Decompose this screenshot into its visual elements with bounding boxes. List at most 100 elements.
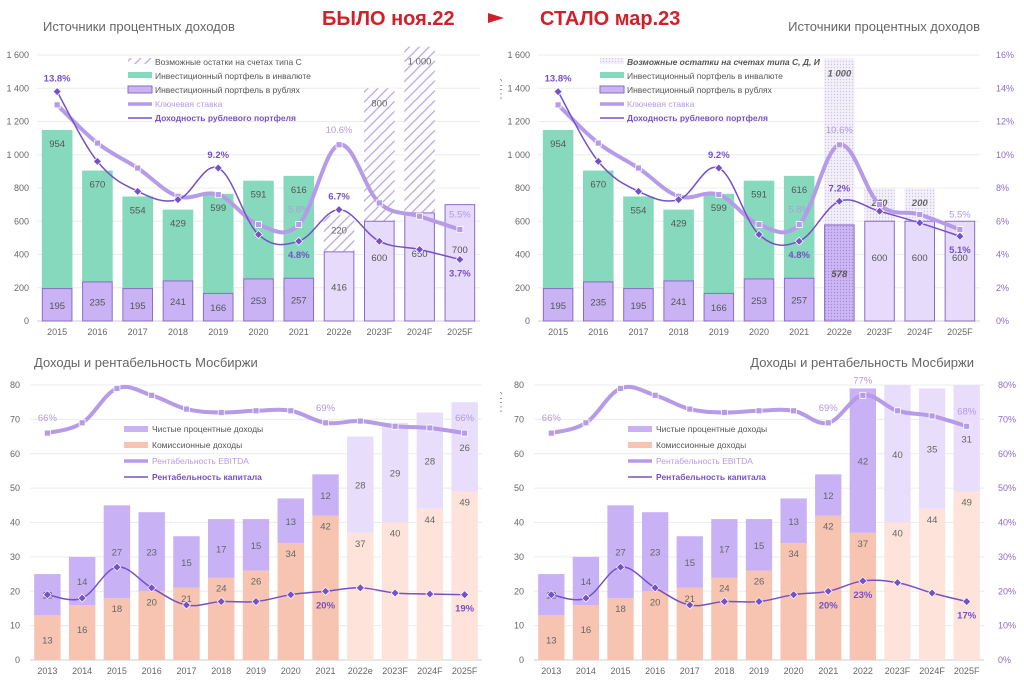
y-tick-label: 80 — [10, 380, 20, 390]
y2-tick-label: 50% — [998, 483, 1016, 493]
bar-commission-income — [849, 532, 876, 660]
bar-commission-income — [173, 587, 200, 660]
ebitda-marker — [356, 417, 364, 425]
x-tick-label: 2018 — [168, 327, 188, 337]
legend-label: Доходность рублевого портфеля — [155, 113, 296, 123]
ebitda-marker — [755, 407, 763, 415]
x-tick-label: 2016 — [588, 327, 608, 337]
key-rate-marker — [594, 139, 602, 147]
bar-rub-portfolio — [122, 288, 153, 322]
bar-label: 18 — [112, 604, 123, 615]
bar-label: 15 — [181, 558, 192, 569]
bar-label: 14 — [581, 577, 592, 588]
portfolio-yield-label: 6.7% — [328, 192, 350, 203]
roe-marker — [823, 586, 833, 596]
y-tick-label: 200 — [14, 283, 29, 293]
y-tick-label: 20 — [10, 586, 20, 596]
y-tick-label: 10 — [514, 621, 524, 631]
roe-marker — [546, 590, 556, 600]
bar-rub-portfolio — [82, 281, 113, 322]
key-rate-label: 5.8% — [288, 205, 310, 216]
y-tick-label: 1 000 — [6, 150, 29, 160]
bar-label: 591 — [751, 190, 767, 201]
bar-fx-portfolio — [41, 129, 73, 289]
legend-label: Инвестиционный портфель в инвалюте — [627, 71, 783, 81]
ebitda-label: 77% — [853, 375, 873, 386]
roe-marker — [355, 583, 365, 593]
x-tick-label: 2013 — [37, 666, 57, 676]
y2-tick-label: 40% — [998, 518, 1016, 528]
bar-label: 42 — [858, 457, 869, 468]
bar-label: 13 — [285, 517, 296, 528]
portfolio-yield-marker — [714, 163, 724, 173]
bar-label: 253 — [751, 296, 767, 307]
roe-marker — [251, 597, 261, 607]
y2-tick-label: 16% — [996, 50, 1014, 60]
portfolio-yield-label: 7.2% — [829, 183, 851, 194]
bar-rub-portfolio — [323, 251, 355, 322]
roe-marker — [892, 578, 902, 588]
bar-net-interest-income — [676, 536, 703, 588]
bar-fx-portfolio — [162, 209, 194, 281]
bar-label: 40 — [892, 450, 903, 461]
bar-label: 554 — [130, 205, 146, 216]
revenue-before-chart: Доходы и рентабельность Мосбиржи 0 10 20 30 4… — [10, 355, 482, 676]
bar-label: 650 — [412, 249, 428, 260]
bar-label: 1 000 — [827, 69, 851, 80]
ebitda-marker — [252, 407, 260, 415]
x-tick-label: 2022 — [853, 666, 873, 676]
portfolio-yield-marker — [674, 195, 684, 205]
bar-label: 416 — [331, 282, 347, 293]
ebitda-label: 68% — [957, 406, 977, 417]
key-rate-line — [556, 103, 961, 235]
y2-tick-label: 6% — [996, 216, 1009, 226]
bar-label: 49 — [961, 498, 972, 509]
x-tick-label: 2022e — [348, 666, 373, 676]
key-rate-marker — [375, 199, 383, 207]
bar-label: 35 — [927, 445, 938, 456]
legend-swatch — [600, 58, 624, 64]
x-tick-label: 2018 — [211, 666, 231, 676]
bar-rub-portfolio — [904, 220, 935, 322]
legend-label: Чистые процентные доходы — [656, 424, 767, 434]
y-tick-label: 30 — [514, 552, 524, 562]
bar-net-interest-income — [780, 498, 807, 544]
bar-fx-portfolio — [703, 193, 735, 294]
key-rate-marker — [255, 221, 262, 228]
ebitda-marker — [287, 407, 295, 415]
bar-fx-portfolio — [663, 209, 694, 281]
roe-marker — [42, 590, 52, 600]
y-tick-label: 600 — [14, 216, 29, 226]
x-tick-label: 2021 — [818, 666, 838, 676]
ebitda-marker — [183, 405, 190, 413]
legend-label: Инвестиционный портфель в рублях — [155, 85, 301, 95]
x-tick-label: 2020 — [784, 666, 804, 676]
bar-fx-portfolio — [583, 170, 614, 282]
bar-label: 220 — [331, 225, 347, 236]
x-tick-label: 2015 — [611, 666, 631, 676]
legend-label: Доходность рублевого портфеля — [627, 113, 768, 123]
ebitda-label: 66% — [542, 413, 562, 424]
bar-label: 1 000 — [408, 57, 432, 68]
roe-marker — [927, 588, 937, 598]
chart-title: Доходы и рентабельность Мосбиржи — [34, 355, 258, 370]
legend-label: Комиссионные доходы — [152, 440, 242, 450]
bar-rub-portfolio — [162, 280, 194, 322]
legend-swatch — [599, 85, 625, 94]
bar-label: 21 — [181, 594, 192, 605]
bar-label: 28 — [425, 457, 436, 468]
legend-label: Рентабельность капитала — [656, 472, 766, 482]
bar-fx-portfolio — [82, 170, 113, 282]
roe-marker — [321, 586, 331, 596]
portfolio-yield-label: 4.8% — [788, 250, 810, 261]
legend-label: Возможные остатки на счетах типа С — [155, 57, 302, 67]
bar-commission-income — [953, 491, 980, 660]
bar-label: 24 — [216, 584, 227, 595]
bar-rub-portfolio — [824, 224, 855, 322]
bar-commission-income — [277, 543, 304, 660]
bar-extra-balances — [323, 215, 355, 252]
portfolio-yield-marker — [834, 196, 844, 206]
bar-label: 578 — [831, 269, 848, 280]
bar-commission-income — [208, 577, 235, 660]
bar-extra-balances — [404, 46, 435, 213]
